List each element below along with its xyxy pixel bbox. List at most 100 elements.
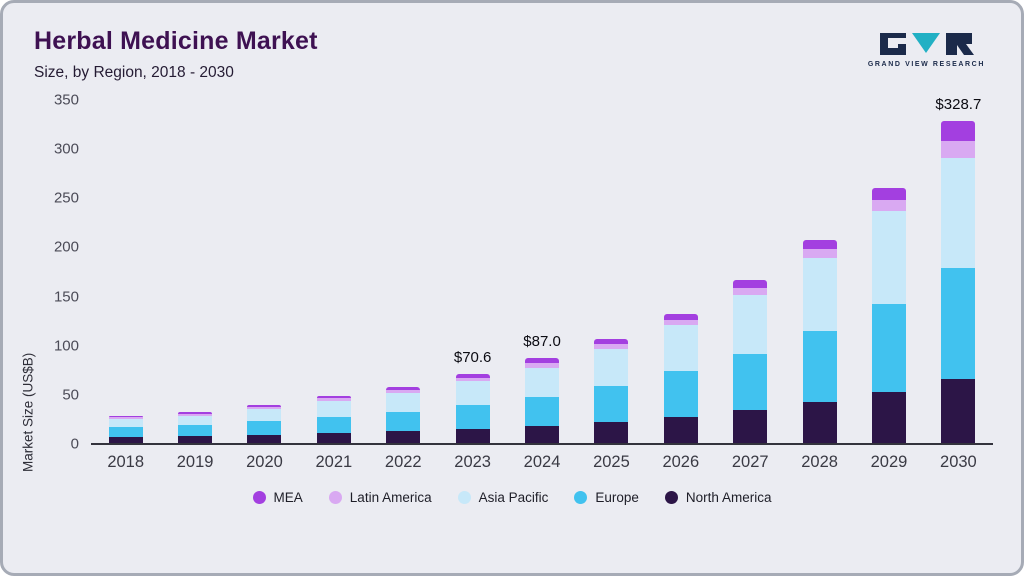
bar-segment-mea bbox=[108, 415, 143, 418]
legend: MEA Latin America Asia Pacific Europe North … bbox=[3, 490, 1021, 505]
bar-segment-asia-pacific bbox=[178, 415, 213, 426]
bar-segment-europe bbox=[663, 371, 698, 417]
legend-swatch-icon bbox=[574, 491, 588, 504]
legend-label: Latin America bbox=[349, 490, 432, 505]
plot-area: $70.6 $87.0 $328.7 bbox=[91, 96, 993, 445]
y-tick-label: 150 bbox=[53, 288, 79, 306]
bar-segment-asia-pacific bbox=[247, 408, 282, 422]
bar-column bbox=[785, 100, 854, 443]
bar-segment-north-america bbox=[386, 431, 421, 443]
page-title: Herbal Medicine Market bbox=[34, 27, 318, 55]
y-tick-label: 350 bbox=[53, 91, 79, 109]
bar-segment-europe bbox=[802, 331, 837, 402]
bar-segment-mea bbox=[247, 404, 282, 407]
bar-segment-latin-america bbox=[108, 417, 143, 419]
bar-column: $328.7 bbox=[924, 96, 993, 443]
bar-segment-latin-america bbox=[247, 406, 282, 409]
bar-segment-north-america bbox=[663, 416, 698, 443]
bar-segment-europe bbox=[108, 427, 143, 438]
legend-swatch-icon bbox=[457, 491, 471, 504]
bar-segment-asia-pacific bbox=[802, 257, 837, 332]
x-axis-label: 2027 bbox=[731, 453, 769, 471]
bar-segment-latin-america bbox=[386, 390, 421, 394]
legend-item-mea: MEA bbox=[252, 490, 303, 505]
bar-segment-north-america bbox=[802, 401, 837, 443]
bar-segment-latin-america bbox=[178, 413, 213, 416]
bar-segment-mea bbox=[316, 396, 351, 399]
bar-segment-mea bbox=[455, 373, 490, 378]
bar-column bbox=[369, 100, 438, 443]
bar-segment-north-america bbox=[525, 426, 560, 443]
bar-segment-europe bbox=[733, 353, 768, 410]
bar-value-label: $70.6 bbox=[453, 348, 492, 366]
legend-swatch-icon bbox=[664, 491, 678, 504]
bar-segment-mea bbox=[733, 280, 768, 289]
bar-stack bbox=[178, 100, 213, 443]
bar-segment-europe bbox=[525, 396, 560, 427]
plot-column: $70.6 $87.0 $328.7 2018 2019 2020 2021 2022 202… bbox=[91, 96, 993, 472]
bar-segment-north-america bbox=[594, 422, 629, 443]
chart-area: Market Size (US$B) 0 50 100 150 200 250 300 350… bbox=[17, 92, 993, 472]
header: Herbal Medicine Market Size, by Region, … bbox=[3, 3, 1021, 82]
logo-mark-icon bbox=[880, 33, 975, 55]
y-tick-label: 200 bbox=[53, 238, 79, 256]
bar-segment-mea bbox=[941, 120, 976, 142]
bar-segment-mea bbox=[802, 240, 837, 250]
bar-segment-north-america bbox=[733, 409, 768, 443]
page-subtitle: Size, by Region, 2018 - 2030 bbox=[34, 64, 234, 81]
x-axis-label: 2030 bbox=[940, 453, 977, 471]
bar-column bbox=[716, 100, 785, 443]
logo-text: GRAND VIEW RESEARCH bbox=[867, 61, 985, 68]
y-tick-label: 300 bbox=[53, 140, 79, 158]
bar-column bbox=[91, 100, 160, 443]
bar-stack bbox=[594, 100, 629, 443]
legend-label: Asia Pacific bbox=[478, 490, 549, 505]
x-axis-label: 2026 bbox=[662, 453, 700, 471]
legend-item-north-america: North America bbox=[664, 490, 771, 505]
grand-view-research-logo: GRAND VIEW RESEARCH bbox=[868, 31, 985, 68]
bar-segment-europe bbox=[247, 421, 282, 436]
bars-row: $70.6 $87.0 $328.7 bbox=[91, 96, 993, 443]
bar-column bbox=[230, 100, 299, 443]
bar-stack bbox=[663, 100, 698, 443]
bar-segment-mea bbox=[386, 387, 421, 391]
bar-segment-latin-america bbox=[594, 344, 629, 349]
bar-segment-latin-america bbox=[663, 319, 698, 326]
y-axis-ticks: 0 50 100 150 200 250 300 350 bbox=[39, 92, 91, 453]
bar-segment-north-america bbox=[178, 436, 213, 443]
bar-segment-mea bbox=[663, 313, 698, 320]
bar-stack bbox=[386, 100, 421, 443]
bar-segment-europe bbox=[178, 425, 213, 437]
bar-segment-europe bbox=[316, 416, 351, 434]
bar-column bbox=[646, 100, 715, 443]
x-axis-label: 2022 bbox=[384, 453, 422, 471]
bar-segment-mea bbox=[525, 357, 560, 364]
x-axis-label: 2024 bbox=[523, 453, 561, 471]
bar-stack bbox=[525, 100, 560, 443]
bar-segment-europe bbox=[941, 267, 976, 380]
bar-segment-north-america bbox=[316, 433, 351, 443]
legend-item-europe: Europe bbox=[574, 490, 639, 505]
bar-segment-europe bbox=[594, 386, 629, 423]
bar-column bbox=[160, 100, 229, 443]
bar-segment-north-america bbox=[871, 392, 906, 443]
bar-segment-north-america bbox=[108, 437, 143, 443]
bar-segment-mea bbox=[178, 411, 213, 414]
x-axis-labels: 2018 2019 2020 2021 2022 2023 2024 2025 2026 2027… bbox=[91, 453, 993, 472]
bar-segment-europe bbox=[455, 404, 490, 430]
bar-segment-mea bbox=[594, 339, 629, 345]
bar-stack bbox=[247, 100, 282, 443]
bar-segment-asia-pacific bbox=[386, 393, 421, 412]
bar-stack bbox=[733, 100, 768, 443]
bar-segment-asia-pacific bbox=[941, 157, 976, 268]
x-axis-label: 2023 bbox=[454, 453, 491, 471]
legend-label: MEA bbox=[273, 490, 303, 505]
bar-segment-north-america bbox=[247, 435, 282, 443]
bar-column: $70.6 bbox=[438, 100, 507, 443]
bar-segment-latin-america bbox=[733, 288, 768, 296]
x-axis-label: 2020 bbox=[246, 453, 283, 471]
bar-stack bbox=[455, 100, 490, 443]
bar-segment-europe bbox=[386, 411, 421, 432]
legend-label: Europe bbox=[595, 490, 639, 505]
bar-segment-asia-pacific bbox=[663, 325, 698, 372]
